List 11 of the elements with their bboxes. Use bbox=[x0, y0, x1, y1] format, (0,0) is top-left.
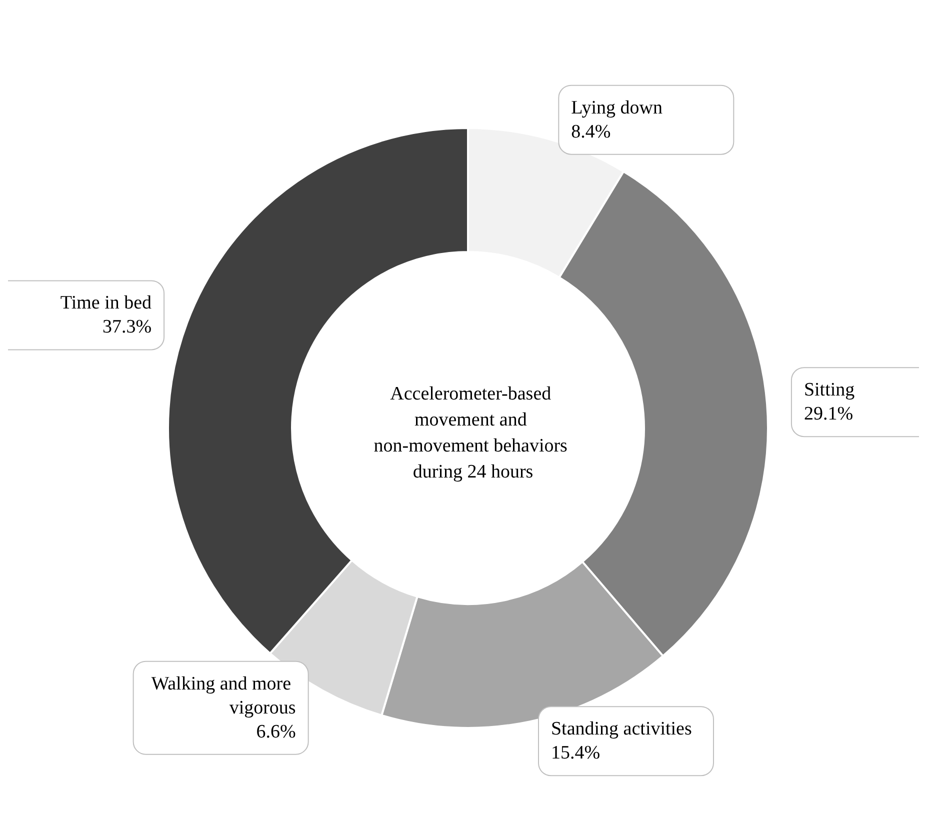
data-label: 6.6% bbox=[256, 721, 296, 742]
slice-label: Sitting bbox=[804, 380, 856, 401]
slice-label: Walking and more vigorous bbox=[151, 673, 296, 718]
data-label: 29.1% bbox=[804, 404, 854, 425]
data-label: 8.4% bbox=[571, 121, 611, 142]
slice-label: Lying down bbox=[571, 97, 663, 118]
slice-label: Standing activities bbox=[550, 718, 692, 740]
data-label: 15.4% bbox=[550, 742, 600, 764]
data-label: 37.3% bbox=[102, 316, 152, 338]
text: Accelerometer-based movement and non-movement behaviors during 24 hours bbox=[374, 384, 572, 482]
slice-label: Time in bed bbox=[60, 292, 152, 314]
